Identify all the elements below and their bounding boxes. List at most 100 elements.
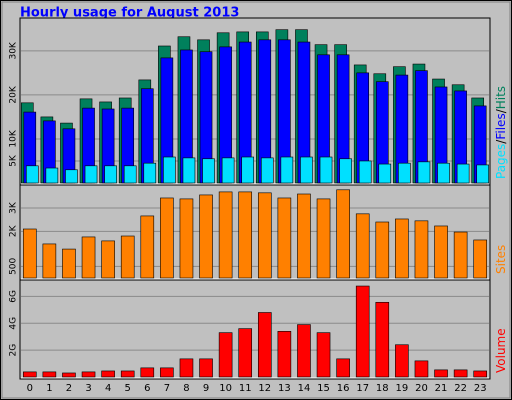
- bar: [336, 189, 350, 279]
- bar: [104, 165, 117, 184]
- bar: [300, 156, 313, 184]
- x-tick-label: 5: [125, 383, 131, 394]
- bar: [84, 165, 98, 184]
- bar: [42, 243, 57, 279]
- x-tick-label: 0: [27, 383, 33, 394]
- x-tick-label: 7: [164, 383, 170, 394]
- bar: [358, 160, 372, 184]
- bar: [437, 162, 450, 184]
- x-tick-label: 20: [415, 383, 428, 394]
- bar: [414, 360, 429, 378]
- bar: [218, 332, 233, 378]
- x-tick-label: 12: [258, 383, 271, 394]
- legend-entry: Files: [494, 113, 508, 139]
- x-tick-label: 6: [144, 383, 150, 394]
- bar: [81, 371, 96, 378]
- bar: [297, 324, 311, 378]
- bar: [456, 163, 470, 184]
- y-tick-label: 3K: [9, 201, 19, 214]
- bar: [101, 240, 115, 279]
- legend-separator: /: [494, 108, 508, 113]
- x-tick-label: 3: [85, 383, 91, 394]
- bar: [355, 285, 370, 378]
- bar: [316, 198, 331, 279]
- bar: [221, 157, 235, 184]
- bar: [199, 358, 213, 378]
- bar: [218, 191, 233, 279]
- x-tick-label: 1: [46, 383, 52, 394]
- y-tick-label: 6G: [9, 290, 19, 303]
- bar: [395, 344, 409, 378]
- bar: [62, 372, 76, 378]
- bar: [280, 156, 294, 184]
- bar: [238, 328, 253, 378]
- bar: [22, 371, 37, 378]
- panel: [19, 184, 491, 281]
- x-tick-label: 13: [278, 383, 291, 394]
- bar: [163, 156, 176, 184]
- y-tick-label: 30K: [9, 41, 19, 59]
- legend: Sites: [494, 245, 508, 274]
- bar: [22, 228, 37, 279]
- bar: [398, 162, 411, 184]
- bar: [160, 197, 174, 279]
- bar: [277, 197, 292, 279]
- bar: [140, 367, 155, 378]
- x-tick-label: 18: [376, 383, 389, 394]
- bar: [140, 215, 155, 279]
- y-tick-label: 2G: [9, 344, 19, 357]
- x-tick-label: 16: [337, 383, 350, 394]
- bar: [199, 194, 213, 279]
- legend-entry: Sites: [494, 245, 508, 274]
- bar: [81, 236, 96, 279]
- bar: [179, 358, 194, 378]
- x-tick-label: 17: [356, 383, 369, 394]
- chart-title: Hourly usage for August 2013: [20, 6, 239, 21]
- bar: [241, 156, 255, 184]
- y-tick-label: 20K: [9, 85, 19, 103]
- y-tick-label: 4G: [9, 317, 19, 330]
- bar: [355, 213, 370, 279]
- bar: [257, 312, 272, 378]
- bar: [476, 164, 490, 184]
- bar: [257, 192, 272, 279]
- bar: [45, 167, 59, 184]
- bar: [473, 370, 488, 378]
- bar: [453, 231, 468, 279]
- x-tick-label: 2: [66, 383, 72, 394]
- bar: [297, 193, 311, 279]
- x-tick-label: 21: [435, 383, 448, 394]
- bar: [160, 367, 174, 378]
- bar: [316, 332, 331, 378]
- panel: [19, 17, 491, 186]
- bar: [417, 161, 431, 184]
- x-tick-label: 15: [317, 383, 330, 394]
- bar: [277, 331, 292, 378]
- x-tick-label: 22: [454, 383, 467, 394]
- bar: [120, 370, 135, 378]
- legend-entry: Hits: [494, 86, 508, 109]
- y-tick-label: 5K: [9, 154, 19, 167]
- x-tick-label: 19: [396, 383, 409, 394]
- legend: Volume: [494, 328, 508, 373]
- bar: [339, 158, 352, 184]
- bar: [414, 220, 429, 279]
- bar: [238, 191, 253, 279]
- y-tick-label: 10K: [9, 129, 19, 147]
- bar: [375, 221, 390, 279]
- bar: [336, 358, 350, 378]
- bar: [434, 225, 448, 279]
- bar: [42, 371, 57, 378]
- y-tick-label: 2K: [9, 224, 19, 237]
- bar: [473, 239, 488, 279]
- x-tick-label: 4: [105, 383, 111, 394]
- bar: [120, 235, 135, 279]
- bar: [182, 157, 196, 184]
- legend-separator: /: [494, 139, 508, 144]
- bar: [319, 156, 333, 184]
- bar: [123, 165, 137, 184]
- x-tick-label: 10: [219, 383, 232, 394]
- x-tick-label: 11: [239, 383, 252, 394]
- legend-entry: Pages: [494, 144, 508, 179]
